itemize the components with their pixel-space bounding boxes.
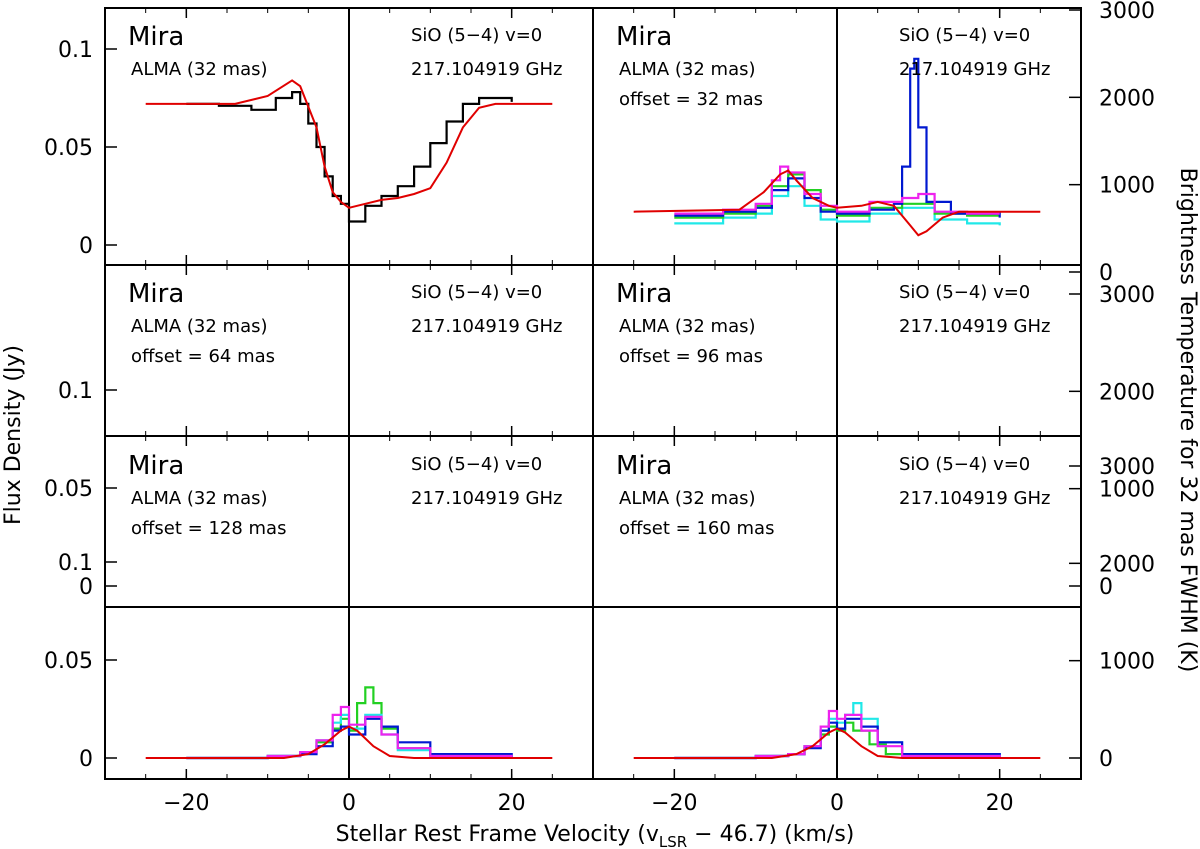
- offset-label: offset = 160 mas: [619, 518, 774, 539]
- panel-6: −20 0 20 0 1000 2000 3000 Mira ALMA (32 mas) offs…: [616, 436, 1155, 816]
- beam-label: ALMA (32 mas): [131, 488, 268, 509]
- frequency-label: 217.104919 GHz: [899, 316, 1050, 337]
- x-tick-label: 20: [498, 791, 526, 816]
- star-name-label: Mira: [128, 22, 184, 52]
- transition-label: SiO (5−4) v=0: [411, 25, 542, 46]
- y-tick-label: 0: [79, 234, 93, 259]
- tb-tick-label: 3000: [1099, 283, 1155, 308]
- tb-tick-label: 0: [1099, 575, 1113, 600]
- tb-tick-label: 2000: [1099, 86, 1155, 111]
- panel-1: 0 0.05 0.1 Mira ALMA (32 mas) SiO (5−4) v=0 21…: [44, 8, 562, 265]
- y-tick-label: 0.1: [58, 551, 93, 576]
- transition-label: SiO (5−4) v=0: [411, 282, 542, 303]
- beam-label: ALMA (32 mas): [131, 59, 268, 80]
- transition-label: SiO (5−4) v=0: [899, 25, 1030, 46]
- series-group: [633, 57, 1041, 237]
- tb-tick-label: 1000: [1099, 174, 1155, 199]
- x-tick-label: 0: [830, 791, 844, 816]
- panel-2: 0 1000 2000 3000 Mira ALMA (32 mas) offset = 3…: [616, 0, 1155, 286]
- model-line: [633, 727, 1041, 759]
- transition-label: SiO (5−4) v=0: [411, 454, 542, 475]
- frequency-label: 217.104919 GHz: [899, 488, 1050, 509]
- y-tick-label: 0.05: [44, 649, 93, 674]
- frequency-label: 217.104919 GHz: [411, 316, 562, 337]
- y-tick-label: 0.1: [58, 379, 93, 404]
- y-axis-label-left: Flux Density (Jy): [1, 345, 26, 525]
- beam-label: ALMA (32 mas): [619, 316, 756, 337]
- y-tick-label: 0: [79, 747, 93, 772]
- frequency-label: 217.104919 GHz: [899, 59, 1050, 80]
- x-axis-label: Stellar Rest Frame Velocity (vLSR − 46.7…: [336, 822, 855, 849]
- panel-4: 0 1000 2000 3000 Mira ALMA (32 mas) offset = 9…: [616, 265, 1155, 600]
- tb-tick-label: 1000: [1099, 478, 1155, 503]
- offset-label: offset = 96 mas: [619, 346, 763, 367]
- model-line: [145, 79, 553, 209]
- transition-label: SiO (5−4) v=0: [899, 454, 1030, 475]
- model-line: [633, 169, 1041, 237]
- offset-label: offset = 32 mas: [619, 89, 763, 110]
- y-tick-label: 0.1: [58, 38, 93, 63]
- x-tick-label: 20: [986, 791, 1014, 816]
- y-tick-label: 0.05: [44, 136, 93, 161]
- x-tick-label: 0: [342, 791, 356, 816]
- star-name-label: Mira: [616, 22, 672, 52]
- beam-label: ALMA (32 mas): [619, 488, 756, 509]
- panel-3: 0 0.05 0.1 Mira ALMA (32 mas) offset = 64 mas…: [44, 265, 562, 600]
- series-line-series_d: [186, 705, 513, 760]
- x-tick-label: −20: [163, 791, 209, 816]
- star-name-label: Mira: [128, 279, 184, 309]
- panels-group: 0 0.05 0.1 Mira ALMA (32 mas) SiO (5−4) v=0 21…: [44, 0, 1155, 816]
- series-line-series_d: [674, 165, 1000, 215]
- star-name-label: Mira: [616, 279, 672, 309]
- series-group: [145, 79, 553, 223]
- tb-tick-label: 1000: [1099, 650, 1155, 675]
- tb-tick-label: 3000: [1099, 455, 1155, 480]
- series-group: [633, 702, 1041, 760]
- tb-tick-label: 3000: [1099, 0, 1155, 24]
- frequency-label: 217.104919 GHz: [411, 488, 562, 509]
- y-tick-label: 0.05: [44, 477, 93, 502]
- star-name-label: Mira: [128, 451, 184, 481]
- series-group: [145, 686, 553, 760]
- tb-tick-label: 0: [1099, 747, 1113, 772]
- tb-tick-label: 2000: [1099, 552, 1155, 577]
- transition-label: SiO (5−4) v=0: [899, 282, 1030, 303]
- y-tick-label: 0: [79, 575, 93, 600]
- panel-5: −20 0 20 0 0.05 0.1 Mira ALMA (32 mas) offset = …: [44, 436, 562, 816]
- model-line: [145, 725, 553, 759]
- offset-label: offset = 128 mas: [131, 518, 286, 539]
- tb-tick-label: 2000: [1099, 380, 1155, 405]
- offset-label: offset = 64 mas: [131, 346, 275, 367]
- beam-label: ALMA (32 mas): [619, 59, 756, 80]
- frequency-label: 217.104919 GHz: [411, 59, 562, 80]
- x-tick-label: −20: [651, 791, 697, 816]
- star-name-label: Mira: [616, 451, 672, 481]
- tb-tick-label: 0: [1099, 261, 1113, 286]
- series-line-observed_center: [186, 91, 513, 223]
- y-axis-label-right: Brightness Temperature for 32 mas FWHM (…: [1175, 168, 1200, 673]
- beam-label: ALMA (32 mas): [131, 316, 268, 337]
